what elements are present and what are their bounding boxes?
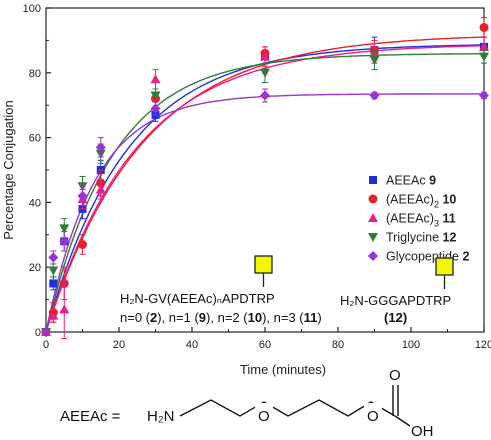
data-point bbox=[150, 74, 161, 84]
fit-curve bbox=[45, 44, 485, 333]
aeeac-structure: AEEAc = H₂N O O O OH bbox=[60, 367, 434, 440]
y-tick-label: 100 bbox=[23, 3, 41, 15]
x-tick-label: 120 bbox=[475, 339, 491, 351]
structure-oxygen-2: O bbox=[367, 408, 379, 425]
peptide2-number: (12) bbox=[384, 310, 407, 325]
data-point bbox=[150, 103, 161, 114]
y-tick-label: 20 bbox=[29, 262, 41, 274]
peptide-annotation-2: H₂N-GGGAPDTRP (12) bbox=[340, 257, 454, 325]
x-tick-label: 20 bbox=[113, 339, 125, 351]
legend-label: (AEEAc)2 10 bbox=[386, 193, 456, 210]
peptide1-formula: H₂N-GV(AEEAc)ₙAPDTRP bbox=[120, 291, 275, 306]
x-axis-title: Time (minutes) bbox=[240, 362, 326, 377]
data-point bbox=[41, 327, 51, 337]
peptide2-formula: H₂N-GGGAPDTRP bbox=[340, 293, 451, 308]
structure-carbonyl-oxygen: O bbox=[389, 367, 401, 384]
data-point bbox=[59, 236, 70, 247]
legend-label: Glycopeptide 2 bbox=[386, 250, 469, 264]
legend-label: Triglycine 12 bbox=[386, 231, 456, 245]
legend-marker bbox=[368, 213, 378, 222]
legend-marker bbox=[369, 176, 377, 184]
data-point bbox=[479, 90, 489, 101]
legend-marker bbox=[368, 194, 378, 204]
structure-amine: H₂N bbox=[147, 408, 175, 425]
data-point bbox=[260, 51, 270, 61]
data-point bbox=[95, 184, 106, 194]
legend: AEEAc 9 (AEEAc)2 10 (AEEAc)3 11 Triglycine … bbox=[368, 174, 469, 264]
data-point bbox=[48, 252, 59, 263]
legend-marker bbox=[368, 233, 378, 242]
structure-hydroxyl: OH bbox=[411, 423, 434, 440]
legend-label: (AEEAc)3 11 bbox=[386, 212, 456, 229]
x-tick-label: 0 bbox=[43, 339, 49, 351]
data-point bbox=[78, 240, 87, 250]
data-point bbox=[150, 91, 161, 101]
axes: 0 20 40 60 80 100 120 0 20 40 60 80 100 bbox=[23, 3, 491, 351]
data-point bbox=[479, 22, 489, 32]
data-point bbox=[479, 41, 489, 51]
data-point bbox=[369, 90, 380, 101]
data-point bbox=[49, 279, 58, 288]
x-tick-label: 80 bbox=[332, 339, 344, 351]
legend-marker bbox=[368, 251, 378, 261]
data-point bbox=[59, 304, 70, 314]
x-tick-label: 60 bbox=[259, 339, 271, 351]
peptide-annotation-1: H₂N-GV(AEEAc)ₙAPDTRP n=0 (2), n=1 (9), n… bbox=[120, 255, 322, 325]
data-point bbox=[48, 310, 59, 320]
y-tick-label: 60 bbox=[29, 133, 41, 145]
x-tick-label: 100 bbox=[402, 339, 420, 351]
peptide1-n-values: n=0 (2), n=1 (9), n=2 (10), n=3 (11) bbox=[120, 310, 322, 325]
data-point bbox=[369, 55, 380, 65]
legend-label: AEEAc 9 bbox=[386, 174, 436, 188]
y-tick-label: 0 bbox=[35, 327, 41, 339]
data-point bbox=[479, 52, 489, 62]
y-tick-label: 40 bbox=[29, 197, 41, 209]
data-point bbox=[59, 224, 70, 234]
y-tick-label: 80 bbox=[29, 68, 41, 80]
hydroxyl-bond bbox=[394, 415, 411, 427]
structure-label: AEEAc = bbox=[60, 408, 121, 425]
data-points bbox=[41, 17, 489, 339]
data-point bbox=[260, 68, 270, 78]
x-tick-label: 40 bbox=[186, 339, 198, 351]
data-point bbox=[77, 190, 88, 201]
y-axis-title: Percentage Conjugation bbox=[1, 100, 16, 240]
structure-bonds bbox=[179, 399, 396, 417]
data-point bbox=[48, 266, 59, 276]
glycan-square-icon-2 bbox=[435, 257, 454, 276]
data-point bbox=[95, 142, 106, 153]
glycan-square-icon bbox=[254, 255, 273, 274]
data-point bbox=[260, 90, 270, 101]
structure-oxygen-1: O bbox=[258, 408, 270, 425]
